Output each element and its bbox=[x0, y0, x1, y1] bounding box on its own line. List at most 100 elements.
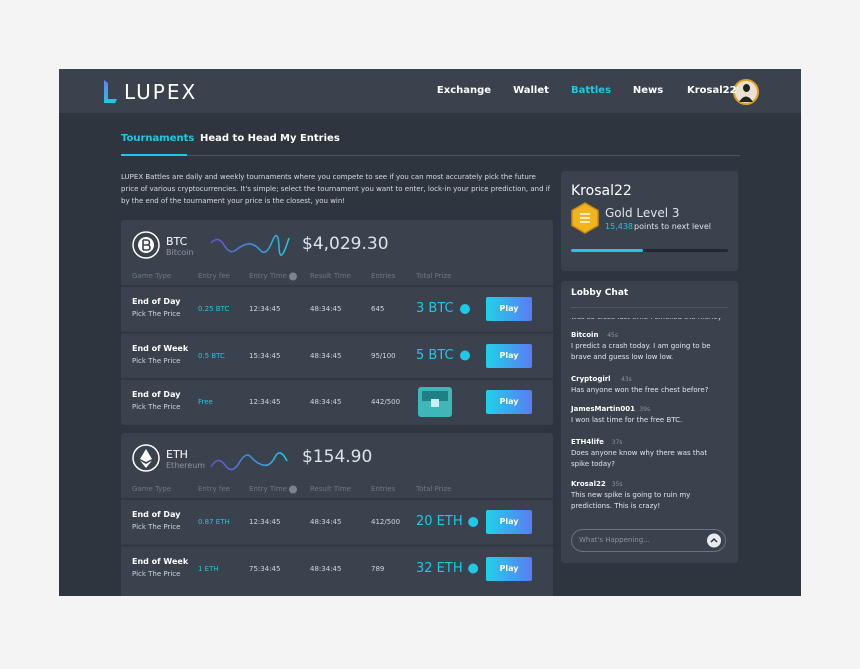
column-header: Total Prize bbox=[416, 485, 452, 493]
tab[interactable]: My Entries bbox=[280, 133, 340, 144]
prize-coin bbox=[468, 517, 479, 527]
column-header: Entries bbox=[371, 485, 396, 493]
chat-time: 43s bbox=[621, 376, 632, 383]
prize-coin bbox=[460, 350, 470, 361]
nav-link[interactable]: Exchange bbox=[436, 85, 492, 96]
entries: 412/500 bbox=[371, 518, 401, 526]
result-time: 48:34:45 bbox=[310, 398, 342, 406]
help-icon bbox=[289, 485, 297, 494]
nav-link[interactable]: Wallet bbox=[513, 85, 549, 96]
nav-link[interactable]: News bbox=[632, 85, 664, 96]
chat-user: Krosal22 bbox=[571, 480, 606, 488]
entry-fee: 0.5 BTC bbox=[198, 351, 225, 360]
btc-mark bbox=[142, 239, 151, 251]
progress-fill bbox=[571, 249, 643, 252]
result-time: 48:34:45 bbox=[310, 305, 342, 313]
chest-lid bbox=[422, 391, 448, 401]
column-header: Total Prize bbox=[416, 272, 452, 280]
tab[interactable]: Head to Head bbox=[200, 133, 277, 144]
coin-name: Bitcoin bbox=[166, 248, 194, 257]
play-button[interactable]: Play bbox=[486, 297, 532, 321]
entry-fee: Free bbox=[198, 398, 213, 406]
game-subtitle: Pick The Price bbox=[132, 523, 181, 531]
send-button bbox=[707, 533, 721, 548]
coin-price: $154.90 bbox=[302, 447, 373, 467]
entries: 645 bbox=[371, 305, 385, 313]
entry-time: 12:34:45 bbox=[249, 305, 281, 313]
tab[interactable]: Tournaments bbox=[121, 133, 195, 144]
entry-time: 75:34:45 bbox=[249, 564, 281, 573]
chat-text: I predict a crash today. I am going to b… bbox=[571, 342, 711, 361]
coin-icon bbox=[132, 231, 160, 259]
entry-time: 12:34:45 bbox=[249, 398, 281, 406]
column-header: Entries bbox=[371, 272, 396, 280]
entry-time: 12:34:45 bbox=[249, 518, 281, 526]
chat-user: ETH4life bbox=[571, 438, 604, 446]
sparkline bbox=[210, 452, 288, 471]
logo-text: LUPEX bbox=[124, 80, 198, 104]
chat-line bbox=[571, 307, 728, 308]
profile-name: Krosal22 bbox=[571, 183, 632, 199]
user-name[interactable]: Krosal22 bbox=[687, 85, 737, 96]
graphics bbox=[707, 533, 721, 548]
avatar bbox=[733, 79, 759, 105]
chat-time: 37s bbox=[611, 439, 623, 446]
chat-time: 39s bbox=[639, 406, 651, 413]
top-bar: LUPEX Exchange Wallet Battles News Krosal22 bbox=[59, 69, 801, 113]
chat-user: JamesMartin001 bbox=[571, 405, 636, 413]
chest-lock bbox=[431, 399, 439, 407]
column-header: Game Type bbox=[132, 272, 172, 280]
coin-icon bbox=[132, 444, 160, 472]
avatar-figure bbox=[739, 84, 753, 102]
tab-divider bbox=[121, 155, 740, 156]
chat-text: I won last time for the free BTC. bbox=[571, 416, 683, 424]
coin-name: Ethereum bbox=[166, 461, 206, 470]
chat-text: Has anyone won the free chest before? bbox=[571, 386, 709, 394]
graphics bbox=[571, 202, 728, 252]
graphics bbox=[104, 79, 759, 105]
chat-text: Does anyone know why there was that spik… bbox=[571, 449, 708, 468]
tab-underline bbox=[121, 154, 187, 156]
entry-fee: 1 ETH bbox=[198, 564, 219, 573]
play-button[interactable]: Play bbox=[486, 390, 532, 414]
badge-lines bbox=[580, 213, 590, 223]
play-button[interactable]: Play bbox=[486, 510, 532, 534]
game-title: End of Day bbox=[132, 510, 181, 519]
intro-text: LUPEX Battles are daily and weekly tourn… bbox=[121, 173, 551, 205]
column-header: Entry Time bbox=[249, 272, 287, 280]
entry-fee: 0.87 ETH bbox=[198, 518, 230, 526]
help-icon bbox=[289, 272, 297, 281]
nav-link[interactable]: Battles bbox=[570, 85, 612, 96]
chat-card: Lobby Chat was so close last time I smell… bbox=[561, 281, 738, 563]
profile-card: Krosal22 Gold Level 3 15,438 points to next… bbox=[561, 171, 738, 271]
column-header: Entry fee bbox=[198, 485, 230, 493]
market-card: ETH Ethereum $154.90 Game Type Entry fee Entr… bbox=[121, 433, 553, 596]
graphics bbox=[121, 231, 553, 417]
chat-title: Lobby Chat bbox=[571, 288, 629, 298]
coin-symbol: ETH bbox=[166, 448, 188, 461]
coin-price: $4,029.30 bbox=[302, 234, 389, 254]
level: Gold Level 3 bbox=[605, 206, 680, 220]
eth-icon bbox=[140, 449, 152, 468]
result-time: 48:34:45 bbox=[310, 351, 342, 360]
game-title: End of Week bbox=[132, 556, 189, 566]
entries: 789 bbox=[371, 564, 385, 573]
game-title: End of Day bbox=[132, 297, 181, 306]
total-prize: 3 BTC bbox=[416, 301, 454, 316]
entry-fee: 0.25 BTC bbox=[198, 305, 230, 313]
game-subtitle: Pick The Price bbox=[132, 310, 181, 318]
chat-time: 35s bbox=[611, 481, 623, 488]
result-time: 48:34:45 bbox=[310, 564, 342, 573]
play-button[interactable]: Play bbox=[486, 556, 532, 581]
play-button[interactable]: Play bbox=[486, 343, 532, 368]
logo-icon bbox=[104, 80, 117, 103]
chat-clipped: was so close last time I smelled the mon… bbox=[571, 313, 722, 321]
market-card: BTC Bitcoin $4,029.30 Game Type Entry fee Ent… bbox=[121, 220, 553, 425]
sparkline bbox=[210, 234, 290, 256]
chat-input[interactable]: What's Happening... bbox=[571, 529, 726, 552]
chat-time: 45s bbox=[607, 332, 618, 339]
total-prize: 32 ETH bbox=[416, 560, 463, 576]
graphics bbox=[121, 444, 553, 574]
column-header: Game Type bbox=[132, 485, 172, 493]
column-header: Entry Time bbox=[249, 485, 287, 493]
